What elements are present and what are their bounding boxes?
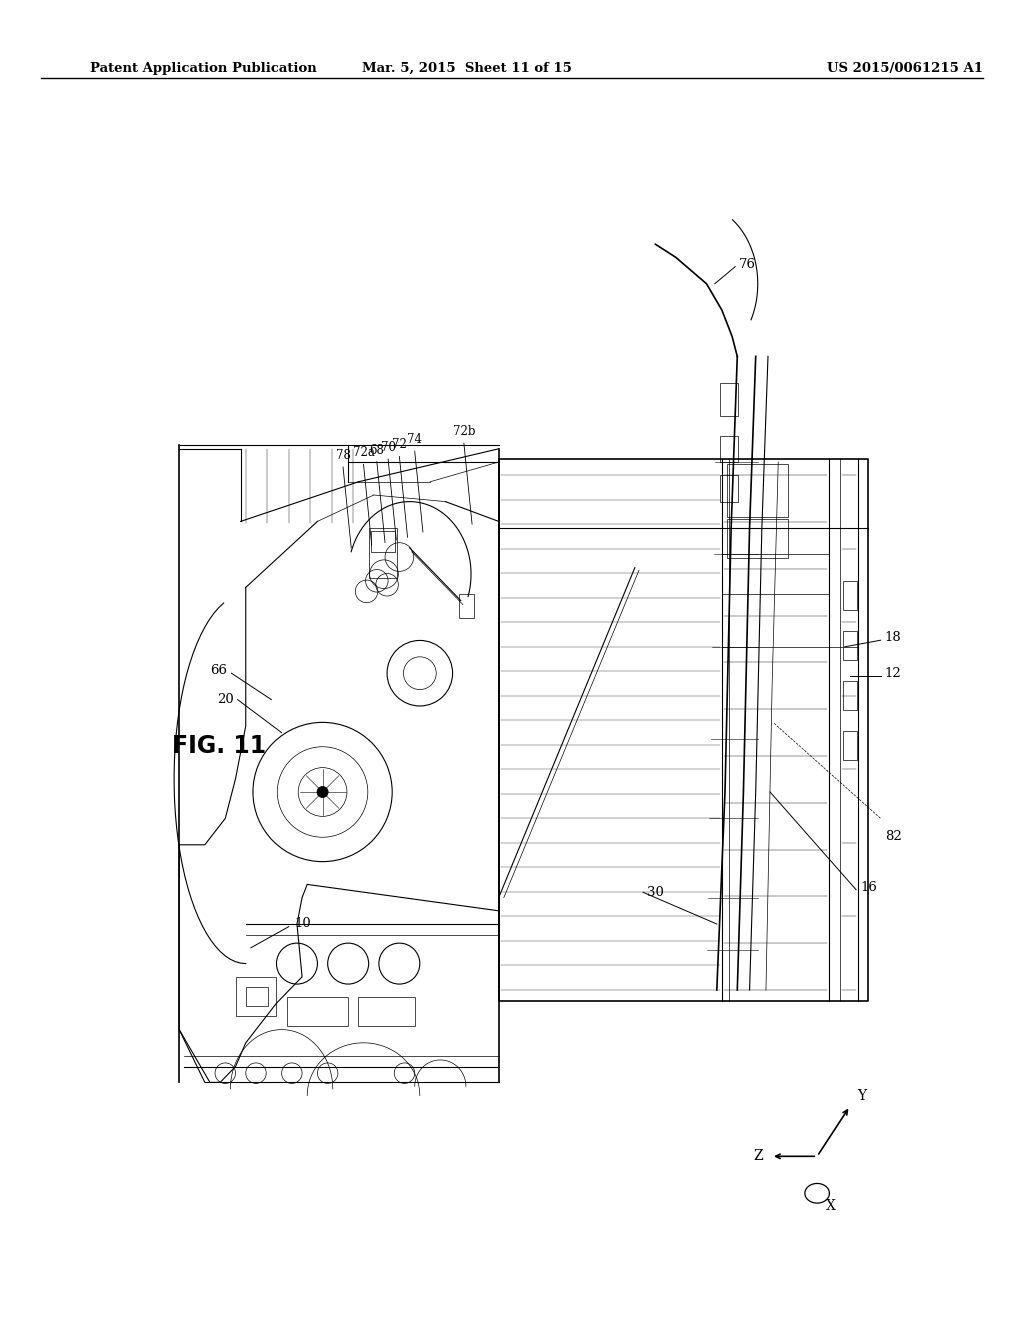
Text: 66: 66 <box>210 664 227 677</box>
Text: FIG. 11: FIG. 11 <box>172 734 266 758</box>
Text: Z: Z <box>753 1150 763 1163</box>
Text: 70: 70 <box>381 441 395 454</box>
Text: 10: 10 <box>295 917 311 931</box>
Bar <box>720 436 738 462</box>
Bar <box>727 465 788 517</box>
Text: Y: Y <box>858 1089 866 1102</box>
Text: 30: 30 <box>647 886 664 899</box>
Text: 72: 72 <box>392 438 407 451</box>
Text: X: X <box>825 1200 836 1213</box>
Bar <box>246 987 268 1006</box>
Text: 72b: 72b <box>453 425 475 438</box>
Bar <box>720 475 738 502</box>
Bar <box>369 528 397 578</box>
Text: 68: 68 <box>370 444 384 457</box>
Bar <box>371 531 395 552</box>
Text: 82: 82 <box>885 830 901 843</box>
Text: 78: 78 <box>336 449 350 462</box>
Bar <box>287 997 348 1026</box>
Text: Mar. 5, 2015  Sheet 11 of 15: Mar. 5, 2015 Sheet 11 of 15 <box>362 62 571 75</box>
Bar <box>843 581 857 610</box>
Bar <box>843 681 857 710</box>
Bar <box>843 631 857 660</box>
Text: 18: 18 <box>885 631 901 644</box>
Text: 72a: 72a <box>352 446 375 459</box>
Bar <box>236 977 276 1016</box>
Text: Patent Application Publication: Patent Application Publication <box>90 62 316 75</box>
Bar <box>727 519 788 558</box>
Bar <box>358 997 415 1026</box>
Text: US 2015/0061215 A1: US 2015/0061215 A1 <box>827 62 983 75</box>
Circle shape <box>317 787 328 797</box>
Bar <box>459 594 474 618</box>
Bar <box>720 383 738 416</box>
Text: 74: 74 <box>408 433 422 446</box>
Text: 76: 76 <box>739 257 757 271</box>
Text: 16: 16 <box>860 880 877 894</box>
Bar <box>843 731 857 760</box>
Text: 12: 12 <box>885 667 901 680</box>
Text: 20: 20 <box>217 693 233 706</box>
